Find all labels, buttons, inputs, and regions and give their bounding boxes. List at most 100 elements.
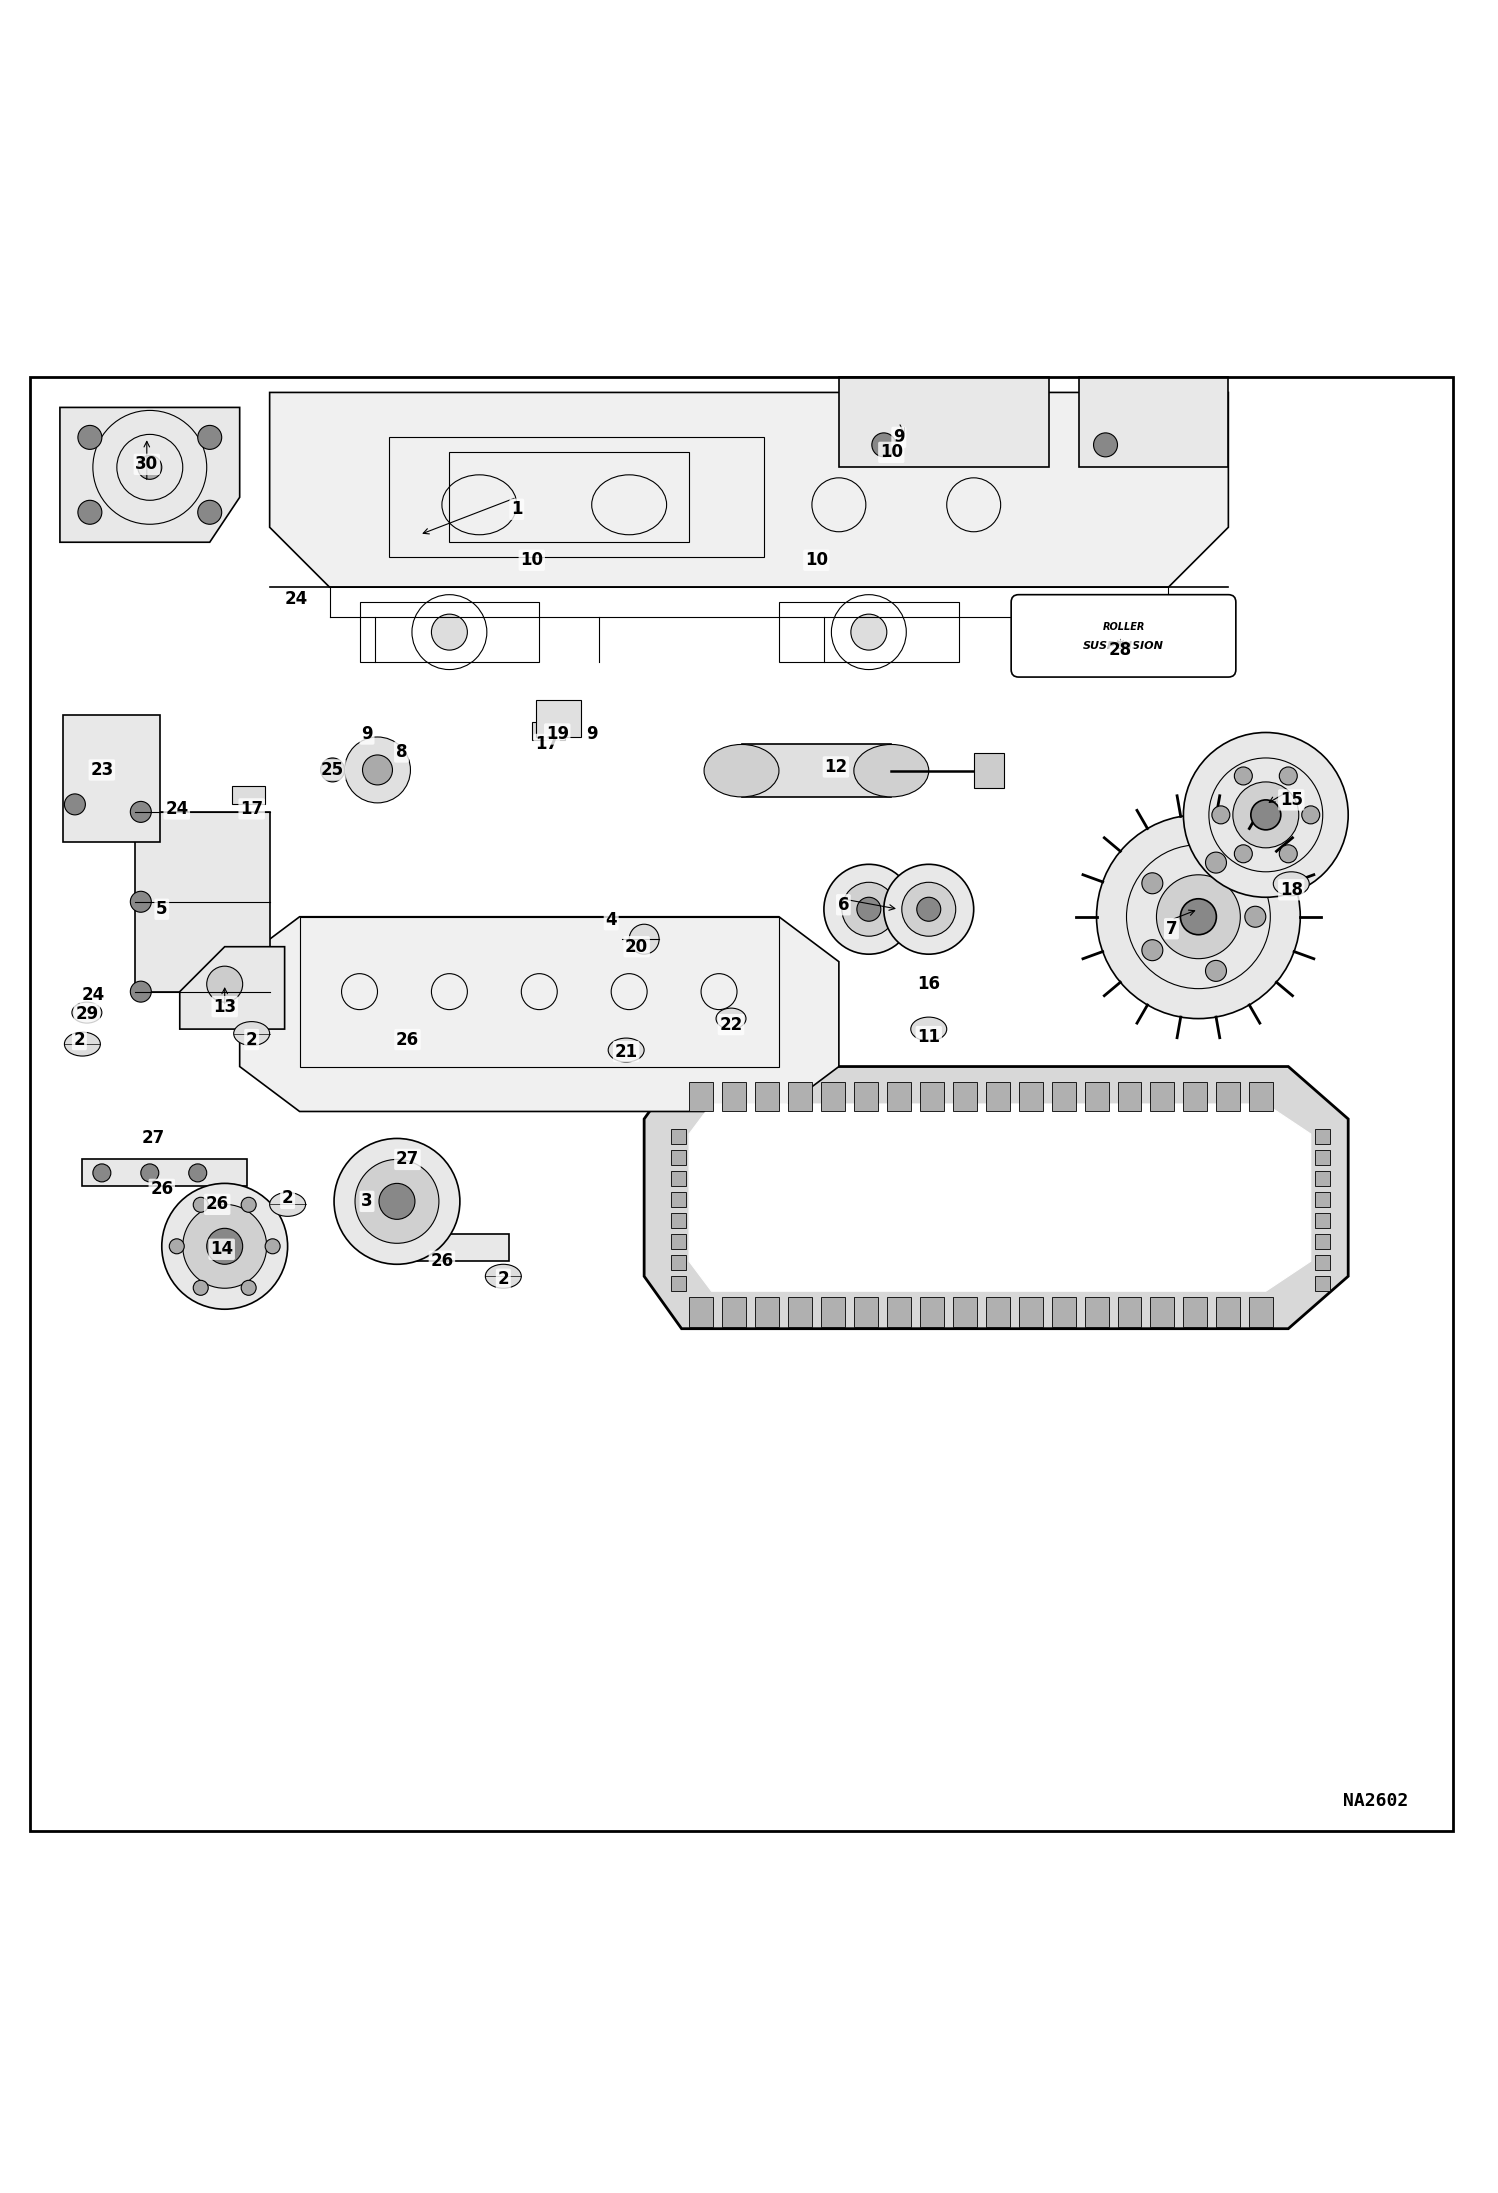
- Circle shape: [1251, 800, 1281, 829]
- Bar: [755, 1081, 779, 1112]
- Bar: [1085, 1298, 1109, 1327]
- Bar: [1315, 1171, 1330, 1186]
- Bar: [839, 377, 1049, 467]
- Circle shape: [1212, 805, 1230, 825]
- Ellipse shape: [911, 1018, 947, 1042]
- Circle shape: [193, 1197, 208, 1213]
- FancyBboxPatch shape: [1011, 594, 1236, 678]
- Text: 10: 10: [804, 550, 828, 570]
- Bar: [1315, 1129, 1330, 1145]
- Ellipse shape: [716, 1009, 746, 1029]
- Circle shape: [183, 1204, 267, 1287]
- Text: NA2602: NA2602: [1342, 1792, 1408, 1809]
- Circle shape: [130, 800, 151, 822]
- Text: 2: 2: [282, 1189, 294, 1208]
- Circle shape: [1245, 906, 1266, 928]
- Bar: [1150, 1298, 1174, 1327]
- Polygon shape: [644, 1066, 1348, 1329]
- Bar: [1052, 1298, 1076, 1327]
- Bar: [986, 1081, 1010, 1112]
- Bar: [389, 436, 764, 557]
- Text: 11: 11: [917, 1029, 941, 1046]
- Bar: [671, 1276, 686, 1292]
- Text: 1: 1: [511, 500, 523, 518]
- Circle shape: [78, 425, 102, 450]
- Bar: [1183, 1298, 1207, 1327]
- Bar: [755, 1298, 779, 1327]
- Bar: [135, 811, 270, 991]
- Bar: [1216, 1081, 1240, 1112]
- Circle shape: [1279, 844, 1297, 862]
- Text: 13: 13: [213, 998, 237, 1015]
- Circle shape: [334, 1138, 460, 1265]
- Text: 18: 18: [1279, 882, 1303, 899]
- Bar: [1019, 1081, 1043, 1112]
- Text: 17: 17: [535, 735, 559, 754]
- Text: ROLLER: ROLLER: [1103, 623, 1144, 632]
- Text: 7: 7: [1165, 919, 1177, 939]
- Bar: [671, 1213, 686, 1228]
- Text: 12: 12: [824, 759, 848, 776]
- Circle shape: [629, 923, 659, 954]
- Ellipse shape: [704, 743, 779, 796]
- Polygon shape: [689, 1103, 1311, 1292]
- Text: 4: 4: [605, 910, 617, 930]
- Circle shape: [207, 967, 243, 1002]
- Circle shape: [363, 754, 392, 785]
- Bar: [953, 1081, 977, 1112]
- Circle shape: [1234, 844, 1252, 862]
- Text: 17: 17: [240, 800, 264, 818]
- Text: SUSPENSION: SUSPENSION: [1083, 640, 1164, 651]
- Bar: [788, 1298, 812, 1327]
- Text: 28: 28: [1109, 640, 1132, 660]
- Bar: [360, 603, 539, 662]
- Text: 2: 2: [497, 1270, 509, 1287]
- Ellipse shape: [608, 1037, 644, 1061]
- Ellipse shape: [270, 1193, 306, 1217]
- Circle shape: [130, 980, 151, 1002]
- Bar: [1315, 1193, 1330, 1208]
- Bar: [671, 1129, 686, 1145]
- Text: 8: 8: [395, 743, 407, 761]
- Circle shape: [321, 759, 345, 783]
- Circle shape: [265, 1239, 280, 1254]
- Text: 9: 9: [893, 428, 905, 447]
- Bar: [986, 1298, 1010, 1327]
- Circle shape: [241, 1197, 256, 1213]
- Bar: [953, 1298, 977, 1327]
- Circle shape: [1156, 875, 1240, 958]
- Bar: [689, 1081, 713, 1112]
- Bar: [671, 1193, 686, 1208]
- Circle shape: [130, 890, 151, 912]
- Polygon shape: [270, 393, 1228, 588]
- Text: 26: 26: [430, 1252, 454, 1270]
- Bar: [1019, 1298, 1043, 1327]
- Text: 2: 2: [73, 1031, 85, 1048]
- Bar: [671, 1151, 686, 1164]
- Circle shape: [141, 1164, 159, 1182]
- Circle shape: [1302, 805, 1320, 825]
- Bar: [689, 1298, 713, 1327]
- Circle shape: [169, 1239, 184, 1254]
- Text: 30: 30: [135, 456, 159, 474]
- Bar: [974, 754, 1004, 787]
- Bar: [63, 715, 160, 842]
- Circle shape: [1206, 961, 1227, 980]
- Text: 21: 21: [614, 1042, 638, 1061]
- Text: 16: 16: [917, 976, 941, 993]
- Circle shape: [1097, 816, 1300, 1018]
- Bar: [854, 1081, 878, 1112]
- Circle shape: [355, 1160, 439, 1243]
- Bar: [232, 787, 265, 805]
- Circle shape: [193, 1281, 208, 1296]
- Bar: [1079, 377, 1228, 467]
- Bar: [449, 452, 689, 542]
- Bar: [82, 1160, 247, 1186]
- Ellipse shape: [485, 1265, 521, 1287]
- Ellipse shape: [1273, 873, 1309, 895]
- Text: 2: 2: [246, 1031, 258, 1048]
- Bar: [887, 1298, 911, 1327]
- Text: 9: 9: [361, 726, 373, 743]
- Bar: [1315, 1151, 1330, 1164]
- Bar: [722, 1081, 746, 1112]
